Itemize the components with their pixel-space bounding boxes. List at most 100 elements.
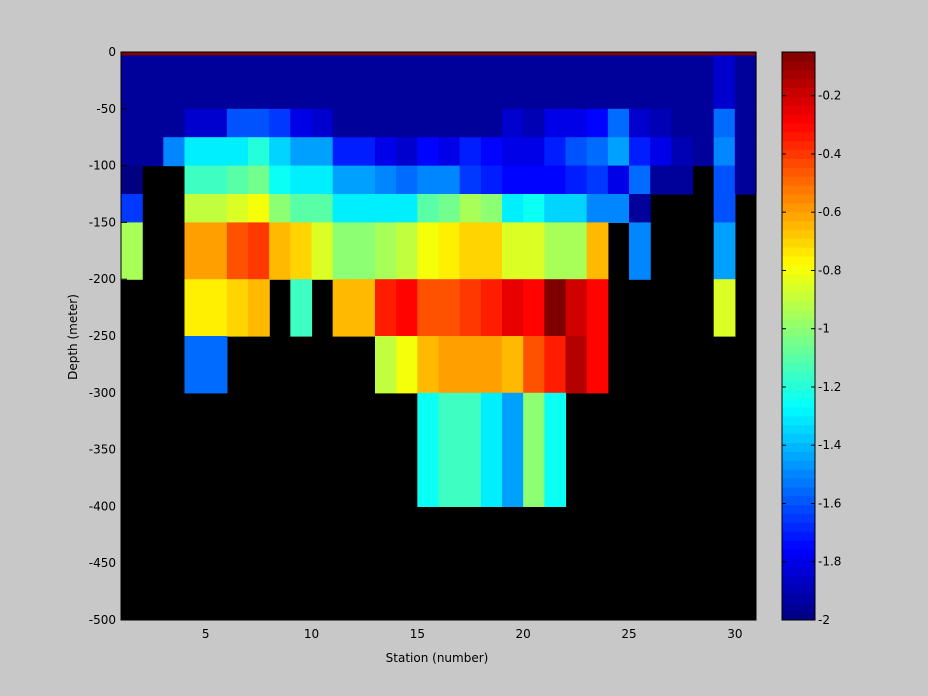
colorbar-swatch xyxy=(782,611,815,621)
colorbar-swatch xyxy=(782,424,815,435)
colorbar-swatch xyxy=(782,247,815,257)
heatmap-cell xyxy=(332,55,355,110)
heatmap-cell xyxy=(607,194,630,223)
heatmap-cell xyxy=(586,165,609,195)
heatmap-cell xyxy=(459,165,482,195)
colorbar-swatch xyxy=(782,531,815,541)
colorbar-swatch xyxy=(782,336,815,346)
heatmap-cell xyxy=(713,52,736,57)
colorbar-swatch xyxy=(782,211,815,222)
heatmap-cell xyxy=(565,108,588,138)
heatmap-cell xyxy=(565,194,588,223)
heatmap-cell xyxy=(650,165,672,195)
heatmap-cell xyxy=(332,279,355,337)
colorbar-swatch xyxy=(782,362,815,372)
heatmap-cell xyxy=(311,55,334,110)
heatmap-cell xyxy=(523,392,545,507)
heatmap-cell xyxy=(353,165,376,195)
heatmap-cell xyxy=(417,52,440,57)
heatmap-cell xyxy=(417,55,440,110)
heatmap-cell xyxy=(375,279,397,337)
colorbar-swatch xyxy=(782,114,815,124)
heatmap-cell xyxy=(713,55,736,110)
heatmap-cell xyxy=(375,108,397,138)
heatmap-cell xyxy=(565,336,588,394)
heatmap-cell xyxy=(396,137,418,167)
heatmap-cell xyxy=(332,222,355,280)
y-tick-label: -450 xyxy=(89,556,116,570)
heatmap-cell xyxy=(629,55,651,110)
colorbar: -0.2 -0.4 -0.6 -0.8 -1 -1.2 -1.4 -1.6 -1.8 -2 xyxy=(781,51,841,627)
heatmap-cell xyxy=(607,137,630,167)
heatmap-cell xyxy=(269,108,291,138)
heatmap-cell xyxy=(544,194,567,223)
heatmap-cell xyxy=(692,137,715,167)
heatmap-cell xyxy=(226,55,249,110)
heatmap-cell xyxy=(417,279,440,337)
heatmap-cell xyxy=(353,52,376,57)
heatmap-cell xyxy=(438,165,461,195)
heatmap-cell xyxy=(142,108,164,138)
colorbar-swatch xyxy=(782,220,815,230)
heatmap-cell xyxy=(544,52,567,57)
y-tick-label: -500 xyxy=(89,613,116,627)
colorbar-swatch xyxy=(782,123,815,133)
heatmap-cell xyxy=(650,108,672,138)
colorbar-swatch xyxy=(782,273,815,284)
heatmap-cell xyxy=(396,279,418,337)
heatmap-cell xyxy=(375,137,397,167)
colorbar-tick-label: -1 xyxy=(818,322,830,336)
colorbar-swatch xyxy=(782,327,815,337)
colorbar-swatch xyxy=(782,318,815,328)
colorbar-swatch xyxy=(782,282,815,293)
colorbar-swatch xyxy=(782,353,815,364)
heatmap-cell xyxy=(629,222,651,280)
heatmap-cell xyxy=(417,222,440,280)
heatmap-cell xyxy=(523,55,545,110)
heatmap-cell xyxy=(248,222,270,280)
heatmap-cell xyxy=(205,108,228,138)
heatmap-cell xyxy=(121,55,143,110)
heatmap-cell xyxy=(586,137,609,167)
heatmap-cell xyxy=(502,165,524,195)
heatmap-cell xyxy=(734,137,757,167)
heatmap-cell xyxy=(502,222,524,280)
heatmap-cell xyxy=(396,108,418,138)
colorbar-swatch xyxy=(782,495,815,506)
heatmap-cell xyxy=(248,55,270,110)
heatmap-cell xyxy=(565,165,588,195)
y-tick-label: -400 xyxy=(89,499,116,513)
heatmap-cell xyxy=(523,52,545,57)
heatmap-cell xyxy=(586,194,609,223)
heatmap-cell xyxy=(332,165,355,195)
heatmap-cell xyxy=(438,108,461,138)
colorbar-tick-label: -0.8 xyxy=(818,263,841,277)
heatmap-cell xyxy=(184,165,207,195)
heatmap-cell xyxy=(375,55,397,110)
heatmap-cell xyxy=(417,137,440,167)
colorbar-swatch xyxy=(782,451,815,461)
heatmap-cell xyxy=(332,137,355,167)
heatmap-cell xyxy=(438,194,461,223)
y-axis-label: Depth (meter) xyxy=(66,294,80,380)
heatmap-cell xyxy=(607,165,630,195)
colorbar-swatch xyxy=(782,52,815,62)
heatmap-cell xyxy=(332,108,355,138)
colorbar-swatch xyxy=(782,309,815,319)
heatmap-cell xyxy=(480,108,503,138)
heatmap-cell xyxy=(565,52,588,57)
x-axis-label: Station (number) xyxy=(386,651,489,665)
heatmap-cell xyxy=(544,55,567,110)
colorbar-swatch xyxy=(782,87,815,97)
heatmap-cell xyxy=(142,55,164,110)
heatmap-cell xyxy=(438,336,461,394)
heatmap-cell xyxy=(290,279,313,337)
colorbar-swatch xyxy=(782,478,815,488)
colorbar-swatch xyxy=(782,522,815,532)
y-tick-label: 0 xyxy=(108,45,116,59)
heatmap-cell xyxy=(290,52,313,57)
heatmap-cell xyxy=(438,279,461,337)
colorbar-swatch xyxy=(782,389,815,399)
heatmap-cell xyxy=(671,108,694,138)
heatmap-cell xyxy=(671,52,694,57)
